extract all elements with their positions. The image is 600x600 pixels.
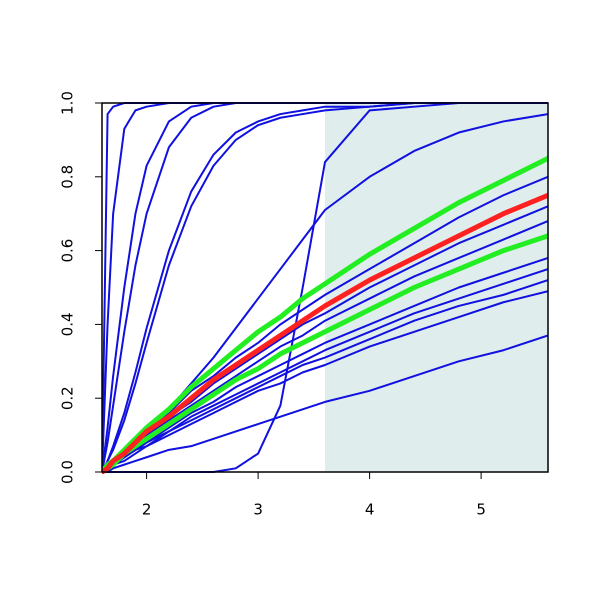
plot-frame [101, 102, 549, 473]
y-tick-label: 0.6 [59, 239, 77, 263]
series-line [102, 279, 548, 473]
y-tick-label: 0.4 [59, 312, 77, 336]
series-line [102, 192, 548, 474]
x-tick-label: 2 [142, 501, 152, 519]
x-tick-label: 4 [365, 501, 375, 519]
y-tick-label: 0.0 [59, 460, 77, 484]
x-tick-label: 3 [253, 501, 263, 519]
series-line [102, 155, 548, 474]
y-tick-label: 0.2 [59, 386, 77, 410]
shaded-region [325, 103, 548, 472]
series-line [102, 334, 548, 473]
x-tick-label: 5 [476, 501, 486, 519]
y-tick-label: 1.0 [59, 91, 77, 115]
series-line [102, 290, 548, 473]
y-tick-label: 0.8 [59, 165, 77, 189]
